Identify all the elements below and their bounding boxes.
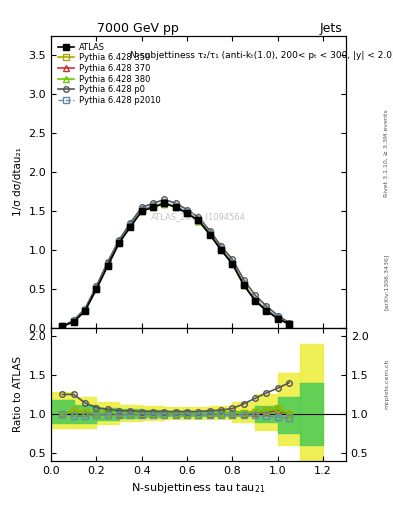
Text: Jets: Jets [319, 22, 342, 35]
Text: [arXiv:1306.3436]: [arXiv:1306.3436] [384, 253, 389, 310]
Text: Rivet 3.1.10, ≥ 3.3M events: Rivet 3.1.10, ≥ 3.3M events [384, 110, 389, 198]
Text: N-subjettiness τ₂/τ₁ (anti-kₜ(1.0), 200< pₜ < 300, |y| < 2.0): N-subjettiness τ₂/τ₁ (anti-kₜ(1.0), 200<… [130, 51, 393, 60]
Y-axis label: 1/σ dσ/dtau₂₁: 1/σ dσ/dtau₂₁ [13, 147, 23, 217]
Y-axis label: Ratio to ATLAS: Ratio to ATLAS [13, 356, 23, 433]
Text: 7000 GeV pp: 7000 GeV pp [97, 22, 178, 35]
Legend: ATLAS, Pythia 6.428 350, Pythia 6.428 370, Pythia 6.428 380, Pythia 6.428 p0, Py: ATLAS, Pythia 6.428 350, Pythia 6.428 37… [55, 40, 163, 108]
Text: mcplots.cern.ch: mcplots.cern.ch [384, 359, 389, 409]
Text: ATLAS_2012_I1094564: ATLAS_2012_I1094564 [151, 212, 246, 222]
X-axis label: N-subjettiness tau tau$_{21}$: N-subjettiness tau tau$_{21}$ [131, 481, 266, 495]
